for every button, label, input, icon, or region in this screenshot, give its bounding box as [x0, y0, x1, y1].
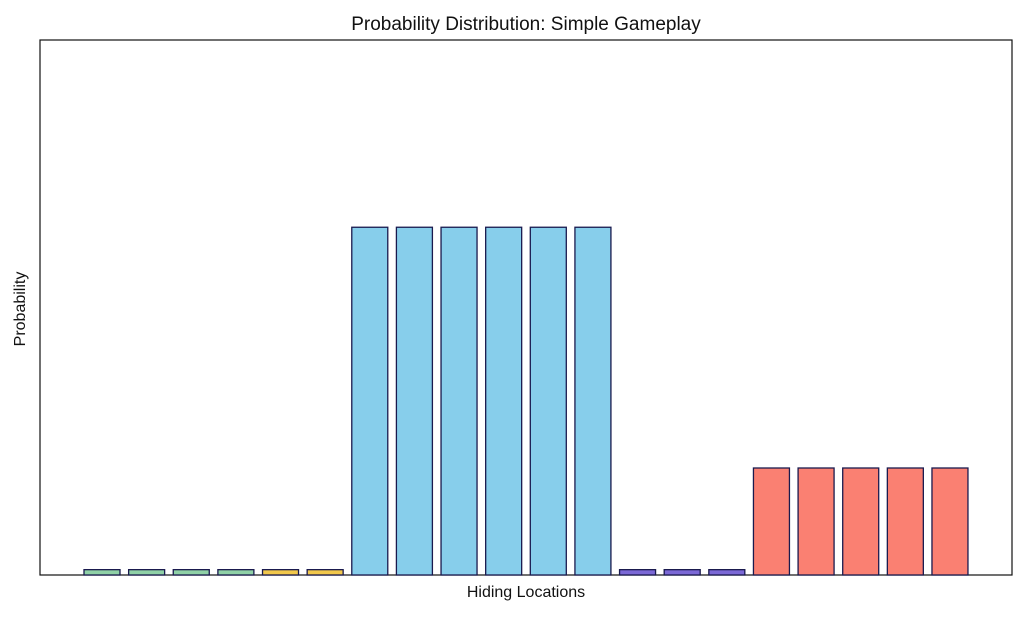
bar-13	[618, 569, 657, 576]
bar-12	[574, 226, 612, 576]
bar-5	[261, 569, 300, 576]
bar-17	[797, 467, 835, 576]
y-axis-label: Probability	[12, 272, 29, 347]
bar-18	[842, 467, 880, 576]
bar-16	[752, 467, 791, 576]
bar-9	[440, 226, 478, 576]
chart-title: Probability Distribution: Simple Gamepla…	[351, 14, 701, 35]
bar-6	[306, 569, 344, 576]
bar-7	[351, 226, 389, 576]
bar-8	[395, 226, 434, 576]
bar-11	[529, 226, 567, 576]
bar-19	[886, 467, 924, 576]
bar-3	[172, 569, 210, 576]
bar-14	[663, 569, 701, 576]
plot-area-frame	[39, 39, 1013, 576]
bar-10	[485, 226, 523, 576]
bar-20	[931, 467, 969, 576]
bar-15	[708, 569, 746, 576]
bar-1	[83, 569, 121, 576]
bars-group	[83, 226, 969, 576]
x-axis-label: Hiding Locations	[467, 584, 585, 601]
bar-4	[217, 569, 255, 576]
bar-2	[127, 569, 166, 576]
